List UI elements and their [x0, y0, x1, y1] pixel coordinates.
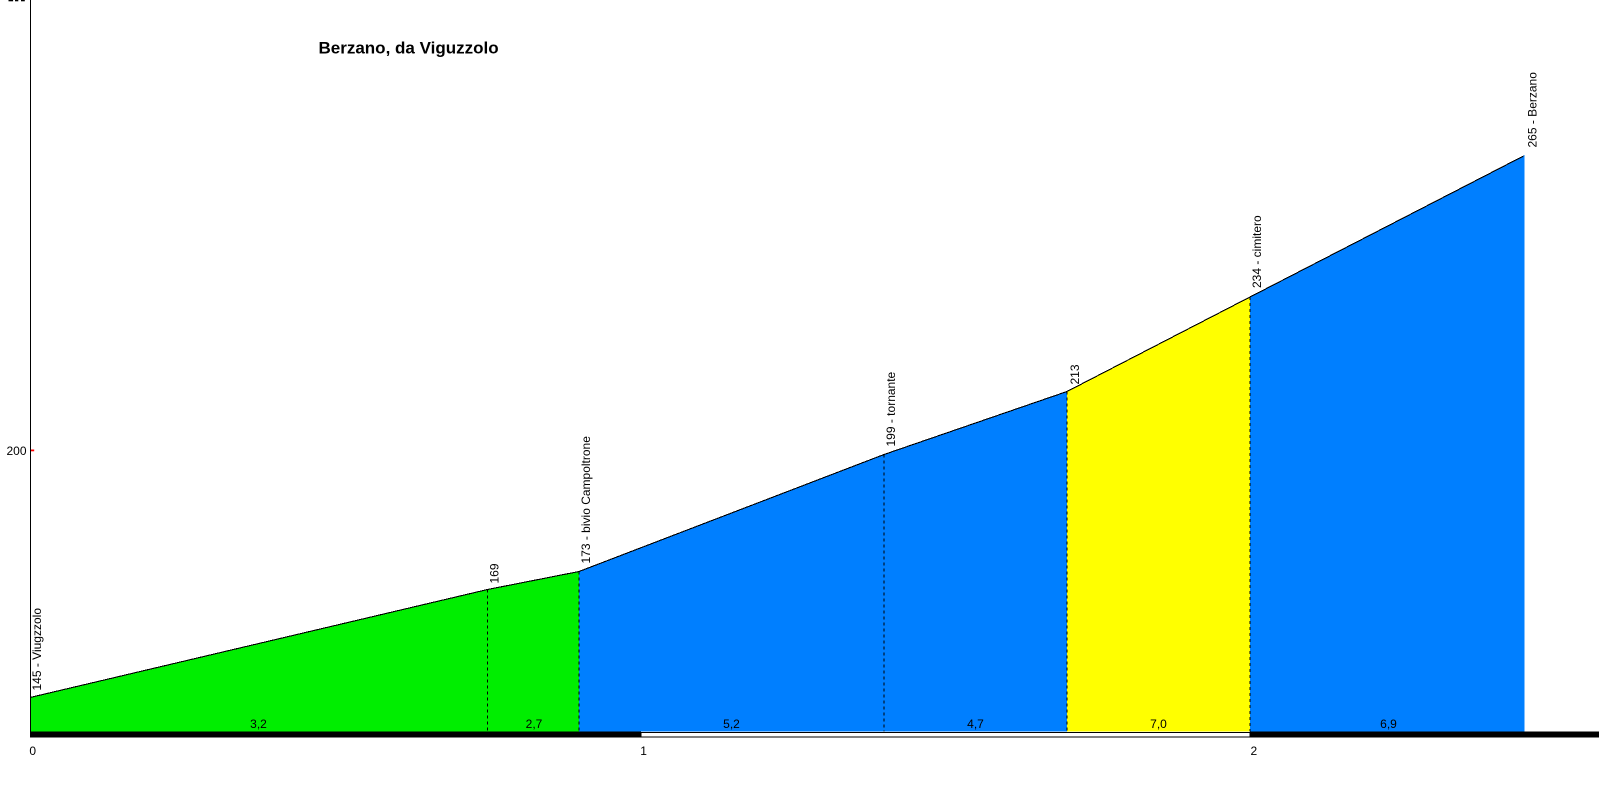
- svg-text:7,0: 7,0: [1150, 717, 1167, 731]
- svg-text:4,7: 4,7: [967, 717, 984, 731]
- svg-text:1: 1: [640, 744, 647, 758]
- svg-text:200: 200: [6, 444, 26, 458]
- svg-text:265 - Berzano: 265 - Berzano: [1526, 72, 1540, 148]
- svg-text:169: 169: [488, 563, 502, 583]
- svg-text:213: 213: [1068, 364, 1082, 384]
- svg-text:Berzano, da Viguzzolo: Berzano, da Viguzzolo: [319, 39, 499, 58]
- svg-text:6,9: 6,9: [1380, 717, 1397, 731]
- svg-text:3,2: 3,2: [250, 717, 267, 731]
- svg-text:234 - cimitero: 234 - cimitero: [1250, 215, 1264, 288]
- svg-text:2,7: 2,7: [526, 717, 543, 731]
- svg-text:0: 0: [29, 744, 36, 758]
- svg-text:2: 2: [1251, 744, 1258, 758]
- svg-text:5,2: 5,2: [723, 717, 740, 731]
- svg-text:199 - tornante: 199 - tornante: [884, 371, 898, 446]
- svg-text:173 - bivio Campoltrone: 173 - bivio Campoltrone: [579, 436, 593, 564]
- svg-text:145 - Viugzzolo: 145 - Viugzzolo: [30, 608, 44, 691]
